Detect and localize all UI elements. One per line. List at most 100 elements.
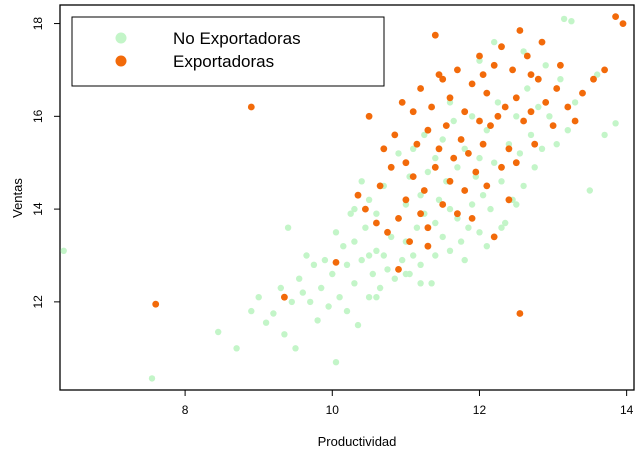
point-exportadoras bbox=[468, 80, 476, 88]
point-exportadoras bbox=[579, 89, 586, 97]
point-no-exportadoras bbox=[468, 201, 476, 208]
point-no-exportadoras bbox=[332, 359, 340, 366]
point-no-exportadoras bbox=[461, 256, 468, 264]
point-exportadoras bbox=[509, 66, 516, 74]
point-no-exportadoras bbox=[365, 294, 373, 301]
point-no-exportadoras bbox=[564, 127, 571, 134]
point-no-exportadoras bbox=[439, 136, 446, 143]
point-exportadoras bbox=[446, 177, 454, 185]
x-axis-title: Productividad bbox=[318, 434, 397, 449]
point-no-exportadoras bbox=[435, 196, 443, 203]
point-exportadoras bbox=[376, 182, 384, 190]
point-exportadoras bbox=[520, 117, 527, 125]
point-no-exportadoras bbox=[417, 192, 424, 199]
point-no-exportadoras bbox=[358, 256, 365, 264]
point-exportadoras bbox=[152, 300, 160, 308]
point-no-exportadoras bbox=[248, 307, 255, 315]
point-no-exportadoras bbox=[351, 238, 358, 245]
point-no-exportadoras bbox=[270, 310, 277, 317]
x-tick-label: 10 bbox=[326, 403, 340, 417]
point-no-exportadoras bbox=[277, 284, 284, 292]
point-no-exportadoras bbox=[347, 210, 354, 217]
point-exportadoras bbox=[435, 145, 443, 153]
point-exportadoras bbox=[501, 103, 509, 111]
point-no-exportadoras bbox=[424, 168, 432, 176]
point-exportadoras bbox=[247, 103, 255, 111]
axes-layer: 8 10 12 14 12 14 16 18 bbox=[31, 17, 634, 417]
point-exportadoras bbox=[516, 310, 524, 317]
point-exportadoras bbox=[505, 196, 513, 204]
point-exportadoras bbox=[534, 75, 542, 83]
point-no-exportadoras bbox=[233, 345, 240, 352]
point-exportadoras bbox=[373, 219, 380, 227]
point-no-exportadoras bbox=[476, 229, 483, 236]
point-no-exportadoras bbox=[410, 145, 417, 152]
point-no-exportadoras bbox=[307, 298, 314, 306]
point-exportadoras bbox=[420, 187, 428, 194]
point-no-exportadoras bbox=[373, 210, 380, 217]
y-tick-label: 18 bbox=[31, 17, 45, 31]
point-exportadoras bbox=[512, 159, 520, 167]
point-no-exportadoras bbox=[340, 243, 347, 250]
point-no-exportadoras bbox=[446, 247, 454, 254]
point-no-exportadoras bbox=[428, 280, 435, 287]
point-no-exportadoras bbox=[483, 127, 490, 134]
plot-frame bbox=[59, 4, 635, 391]
point-no-exportadoras bbox=[281, 331, 288, 338]
y-tick-label: 14 bbox=[31, 202, 45, 216]
point-no-exportadoras bbox=[296, 275, 303, 282]
point-no-exportadoras bbox=[336, 294, 343, 301]
point-no-exportadoras bbox=[468, 113, 476, 120]
point-no-exportadoras bbox=[303, 252, 310, 259]
legend: No Exportadoras Exportadoras bbox=[71, 16, 385, 87]
point-exportadoras bbox=[398, 99, 406, 106]
point-no-exportadoras bbox=[491, 159, 498, 166]
point-no-exportadoras bbox=[498, 178, 505, 185]
point-exportadoras bbox=[454, 66, 461, 74]
point-no-exportadoras bbox=[498, 224, 505, 231]
point-no-exportadoras bbox=[520, 182, 527, 190]
point-no-exportadoras bbox=[513, 113, 520, 120]
point-no-exportadoras bbox=[262, 319, 270, 326]
point-no-exportadoras bbox=[343, 261, 351, 268]
point-no-exportadoras bbox=[560, 15, 568, 23]
point-exportadoras bbox=[542, 99, 550, 106]
point-exportadoras bbox=[402, 196, 410, 204]
point-exportadoras bbox=[332, 259, 340, 266]
point-exportadoras bbox=[516, 27, 524, 34]
point-exportadoras bbox=[413, 140, 421, 148]
point-exportadoras bbox=[553, 85, 561, 92]
point-no-exportadoras bbox=[318, 284, 325, 292]
point-exportadoras bbox=[461, 187, 469, 194]
point-no-exportadoras bbox=[568, 18, 575, 25]
point-no-exportadoras bbox=[395, 150, 402, 157]
point-no-exportadoras bbox=[321, 256, 329, 264]
x-tick-label: 14 bbox=[620, 403, 634, 417]
point-no-exportadoras bbox=[483, 243, 490, 250]
point-exportadoras bbox=[538, 38, 546, 46]
legend-box bbox=[71, 16, 385, 87]
point-exportadoras bbox=[454, 210, 461, 218]
point-exportadoras bbox=[461, 108, 469, 116]
point-exportadoras bbox=[395, 266, 402, 273]
point-exportadoras bbox=[549, 122, 557, 129]
point-exportadoras bbox=[601, 66, 608, 74]
point-exportadoras bbox=[465, 150, 472, 157]
point-exportadoras bbox=[498, 163, 505, 171]
point-no-exportadoras bbox=[432, 154, 439, 162]
point-no-exportadoras bbox=[450, 117, 457, 125]
point-no-exportadoras bbox=[365, 196, 373, 203]
point-exportadoras bbox=[428, 103, 435, 111]
point-no-exportadoras bbox=[494, 99, 502, 106]
point-no-exportadoras bbox=[60, 247, 67, 254]
point-exportadoras bbox=[435, 71, 443, 78]
point-exportadoras bbox=[472, 168, 480, 176]
point-no-exportadoras bbox=[586, 187, 593, 194]
point-no-exportadoras bbox=[421, 131, 428, 139]
legend-label-exportadoras: Exportadoras bbox=[173, 52, 274, 71]
point-no-exportadoras bbox=[358, 178, 365, 185]
point-no-exportadoras bbox=[402, 201, 410, 208]
point-no-exportadoras bbox=[391, 275, 398, 282]
point-no-exportadoras bbox=[439, 233, 446, 241]
